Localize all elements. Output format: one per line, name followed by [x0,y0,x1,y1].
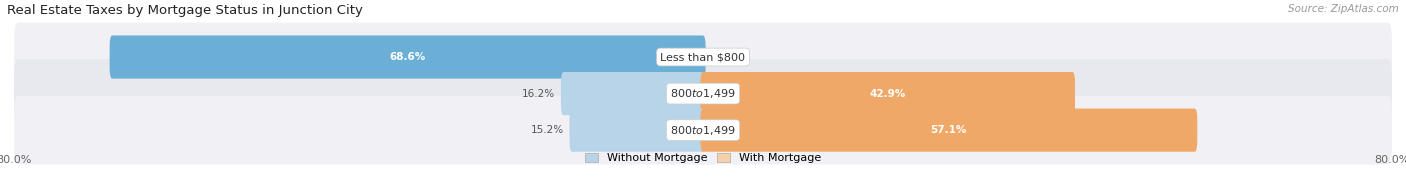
FancyBboxPatch shape [700,72,1076,115]
FancyBboxPatch shape [14,59,1392,128]
Text: 42.9%: 42.9% [869,89,905,99]
Text: $800 to $1,499: $800 to $1,499 [671,87,735,100]
Text: Source: ZipAtlas.com: Source: ZipAtlas.com [1288,4,1399,14]
FancyBboxPatch shape [110,35,706,79]
FancyBboxPatch shape [569,109,706,152]
FancyBboxPatch shape [700,109,1198,152]
Legend: Without Mortgage, With Mortgage: Without Mortgage, With Mortgage [581,148,825,168]
FancyBboxPatch shape [561,72,706,115]
Text: $800 to $1,499: $800 to $1,499 [671,124,735,137]
Text: Less than $800: Less than $800 [661,52,745,62]
Text: 57.1%: 57.1% [931,125,967,135]
Text: 0.0%: 0.0% [716,52,742,62]
Text: 68.6%: 68.6% [389,52,426,62]
Text: 15.2%: 15.2% [530,125,564,135]
FancyBboxPatch shape [14,23,1392,91]
Text: Real Estate Taxes by Mortgage Status in Junction City: Real Estate Taxes by Mortgage Status in … [7,4,363,17]
Text: 16.2%: 16.2% [522,89,555,99]
FancyBboxPatch shape [14,96,1392,165]
